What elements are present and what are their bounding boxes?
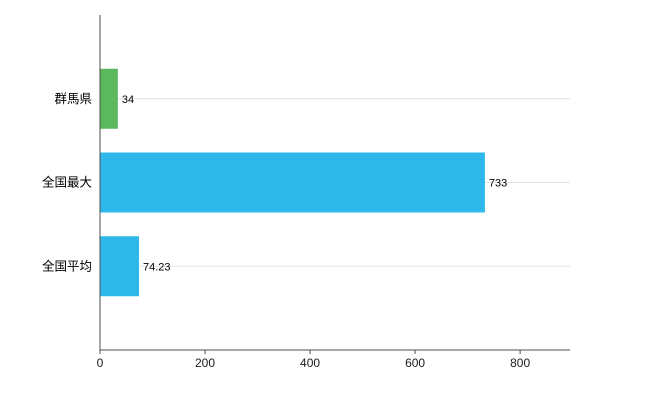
- value-label: 34: [122, 94, 134, 106]
- x-tick-label: 200: [195, 356, 215, 370]
- x-tick-label: 400: [300, 356, 320, 370]
- category-label: 全国平均: [42, 258, 92, 273]
- value-label: 74.23: [143, 261, 171, 273]
- bar: [100, 236, 139, 297]
- x-tick-label: 600: [405, 356, 425, 370]
- value-label: 733: [489, 178, 507, 190]
- x-tick-label: 0: [97, 356, 104, 370]
- category-label: 全国最大: [42, 175, 92, 190]
- bar: [100, 68, 118, 129]
- bar: [100, 152, 485, 213]
- x-tick-label: 800: [510, 356, 530, 370]
- category-label: 群馬県: [54, 92, 92, 106]
